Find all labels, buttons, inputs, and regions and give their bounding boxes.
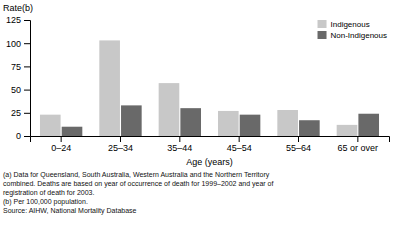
footnote: Source: AIHW, National Mortality Databas…: [3, 207, 137, 215]
tick-mark: [24, 136, 30, 137]
tick: 125: [6, 15, 30, 25]
bar: [62, 127, 83, 136]
legend-swatch: [318, 31, 327, 39]
chart: 0 25 50 75 100 125 0–24 25–34 35–44 45–54 55–64 65 …: [0, 0, 397, 227]
legend-item: Indigenous: [318, 20, 370, 29]
footnote: (a) Data for Queensland, South Australia…: [3, 171, 270, 179]
tick-mark: [24, 43, 30, 44]
bar: [121, 105, 142, 136]
tick-mark: [24, 66, 30, 67]
legend-label: Indigenous: [331, 20, 370, 29]
bar: [240, 115, 261, 136]
tick-mark: [357, 136, 358, 142]
tick-label: 65 or over: [338, 143, 379, 153]
plot: 0 25 50 75 100 125 0–24 25–34 35–44 45–54 55–64 65 …: [6, 15, 390, 153]
tick-mark: [24, 113, 30, 114]
axis-line: [24, 21, 31, 137]
tick: 25: [11, 108, 30, 118]
tick-label: 25–34: [108, 143, 133, 153]
bar: [337, 125, 358, 136]
tick: 0: [16, 131, 30, 141]
tick-label: 45–54: [227, 143, 252, 153]
tick: 0–24: [51, 136, 71, 153]
tick-label: 0–24: [51, 143, 71, 153]
tick: 65 or over: [338, 136, 379, 153]
axis-line: [31, 137, 390, 143]
tick-label: 75: [11, 62, 21, 72]
tick-label: 125: [6, 15, 21, 25]
bar: [299, 120, 320, 136]
x-axis: 0–24 25–34 35–44 45–54 55–64 65 or over: [31, 136, 390, 153]
tick: 35–44: [167, 136, 192, 153]
y-axis-title: Rate(b): [3, 3, 33, 13]
tick: 75: [11, 62, 30, 72]
tick: 100: [6, 39, 30, 49]
tick-mark: [120, 136, 121, 142]
x-axis-title: Age (years): [186, 157, 233, 167]
tick-label: 55–64: [286, 143, 311, 153]
bar: [40, 115, 61, 136]
tick: 25–34: [108, 136, 133, 153]
bar: [358, 114, 379, 136]
bar-series: [62, 105, 379, 136]
bars: [40, 40, 379, 136]
bar: [277, 110, 298, 136]
footnote: registration of death for 2003.: [3, 189, 95, 197]
tick-label: 0: [16, 131, 21, 141]
footnote: (b) Per 100,000 population.: [3, 198, 88, 206]
bar: [180, 108, 201, 136]
bar: [99, 40, 120, 136]
tick-mark: [179, 136, 180, 142]
footnote: combined. Deaths are based on year of oc…: [3, 180, 274, 188]
bar: [218, 111, 239, 136]
footnotes: (a) Data for Queensland, South Australia…: [3, 171, 274, 215]
legend-item: Non-Indigenous: [318, 31, 387, 40]
tick-mark: [24, 90, 30, 91]
tick-label: 100: [6, 39, 21, 49]
legend: Indigenous Non-Indigenous: [318, 20, 387, 40]
tick-mark: [239, 136, 240, 142]
legend-swatch: [318, 20, 327, 28]
tick-label: 25: [11, 108, 21, 118]
tick: 50: [11, 85, 30, 95]
tick-mark: [24, 20, 30, 21]
tick-mark: [61, 136, 62, 142]
tick: 45–54: [227, 136, 252, 153]
tick-label: 50: [11, 85, 21, 95]
tick: 55–64: [286, 136, 311, 153]
bar-series: [40, 40, 357, 136]
bar: [159, 83, 180, 136]
tick-label: 35–44: [167, 143, 192, 153]
y-axis: 0 25 50 75 100 125: [6, 15, 31, 141]
tick-mark: [298, 136, 299, 142]
legend-label: Non-Indigenous: [331, 31, 387, 40]
